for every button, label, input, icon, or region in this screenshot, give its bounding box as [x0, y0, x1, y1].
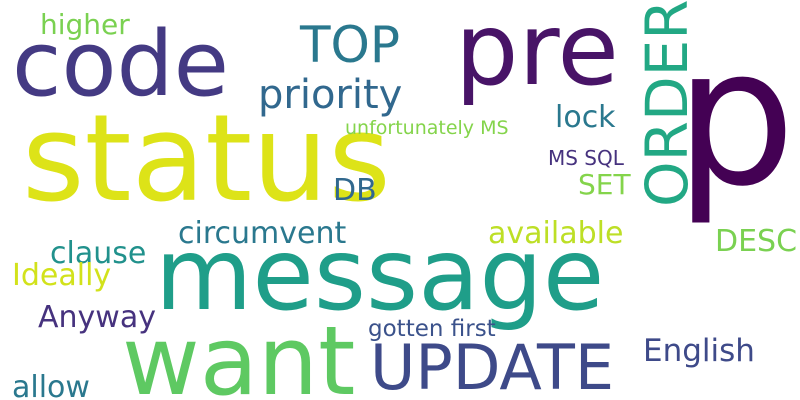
word-ideally: Ideally — [12, 258, 112, 293]
word-unfortunately-ms: unfortunately MS — [345, 117, 509, 139]
word-gotten-first: gotten first — [368, 316, 496, 342]
word-higher: higher — [40, 8, 130, 41]
word-circumvent: circumvent — [178, 216, 347, 251]
word-clause: clause — [50, 236, 147, 271]
word-lock: lock — [555, 100, 616, 135]
word-available: available — [488, 216, 624, 251]
word-update: UPDATE — [370, 331, 615, 400]
word-status: status — [22, 90, 391, 229]
word-message: message — [155, 216, 605, 333]
word-code: code — [12, 12, 230, 117]
word-english: English — [643, 333, 755, 369]
word-p: p — [675, 7, 796, 228]
word-order: ORDER — [633, 0, 701, 207]
word-desc: DESC — [715, 224, 798, 259]
word-anyway: Anyway — [38, 300, 156, 335]
word-want: want — [122, 307, 356, 400]
word-ms-sql: MS SQL — [548, 146, 624, 170]
word-allow: allow — [12, 370, 90, 400]
word-pre: pre — [455, 0, 619, 108]
word-priority: priority — [258, 72, 403, 118]
word-db: DB — [333, 173, 377, 208]
word-top: TOP — [300, 16, 401, 74]
word-set: SET — [578, 168, 631, 201]
